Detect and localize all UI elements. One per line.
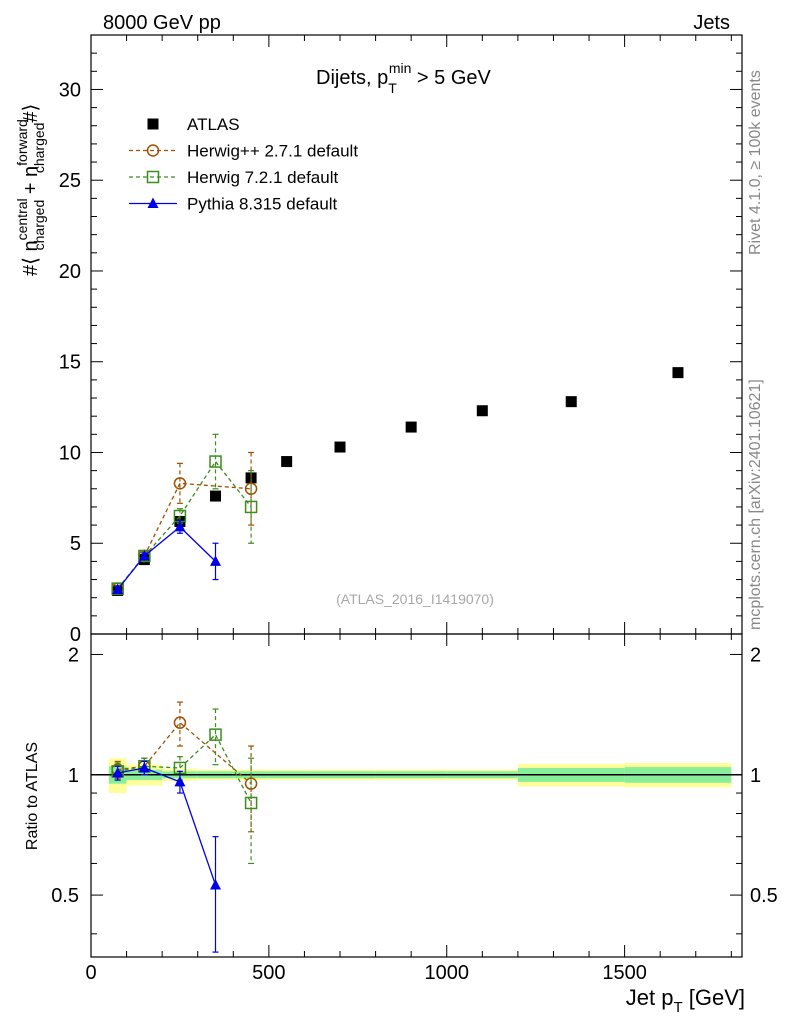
x-axis-label-sub: T — [673, 999, 682, 1016]
main-series-group — [111, 367, 684, 596]
ratio-point — [138, 761, 150, 773]
ratio-uncertainty-bands — [108, 758, 732, 794]
legend-marker — [146, 170, 160, 184]
main-point — [111, 582, 124, 595]
main-point — [174, 520, 186, 532]
legend-entry-3: Pythia 8.315 default — [129, 195, 338, 214]
ratio-series-line — [117, 767, 217, 886]
header-left: 8000 GeV pp — [103, 12, 221, 34]
x-tick-label: 500 — [252, 962, 285, 984]
plot-title-rest: > 5 GeV — [411, 67, 491, 89]
ratio-frame — [90, 633, 743, 958]
x-tick-label: 1500 — [602, 962, 647, 984]
main-point — [281, 456, 293, 468]
legend-label: Pythia 8.315 default — [187, 195, 338, 214]
ratio-point — [173, 716, 187, 729]
ratio-y-tick-label-left: 0.5 — [51, 885, 79, 907]
ylabel-part-4: forward — [14, 119, 30, 166]
plot-title-sup: min — [389, 60, 412, 76]
main-y-tick-label: 5 — [70, 533, 81, 555]
ylabel-part-6: #⟩ — [20, 104, 42, 123]
x-axis-label: Jet pT [GeV] — [626, 985, 745, 1016]
ratio-clip-group — [111, 701, 258, 953]
x-tick-label: 1000 — [424, 962, 469, 984]
ratio-y-tick-label-left: 1 — [68, 765, 79, 787]
legend-label: Herwig++ 2.7.1 default — [187, 142, 358, 161]
ratio-point — [112, 767, 124, 778]
legend-marker — [146, 144, 160, 157]
ylabel-part-2: charged — [31, 200, 47, 251]
main-y-tick-label: 25 — [59, 170, 81, 192]
analysis-watermark: (ATLAS_2016_I1419070) — [336, 591, 494, 607]
ratio-point — [244, 796, 258, 810]
legend-marker — [147, 197, 159, 208]
ratio-y-tick-label-right: 1 — [750, 765, 761, 787]
main-y-axis-label: #⟨ ncentralcharged + nforwardcharged#⟩ — [14, 104, 47, 276]
main-point — [244, 500, 258, 514]
plot-title: Dijets, pTmin > 5 GeV — [316, 60, 492, 96]
ratio-series-group — [111, 701, 258, 953]
legend-label: Herwig 7.2.1 default — [187, 168, 338, 187]
plot-title-text: Dijets, p — [316, 67, 388, 89]
main-point — [112, 583, 124, 595]
main-point — [672, 367, 684, 379]
rivet-side-label: Rivet 4.1.0, ≥ 100k events — [747, 70, 764, 255]
main-point — [209, 455, 222, 468]
main-series-0 — [112, 367, 684, 596]
main-point — [405, 421, 417, 433]
main-point — [476, 405, 488, 417]
main-series-line — [117, 482, 252, 590]
legend-marker — [147, 118, 159, 130]
legend-entry-2: Herwig 7.2.1 default — [129, 168, 338, 187]
main-y-tick-label: 0 — [70, 624, 81, 646]
x-axis-label-text: Jet p — [626, 985, 674, 1010]
main-y-tick-label: 10 — [59, 442, 81, 464]
x-axis-label-rest: [GeV] — [683, 985, 745, 1010]
x-tick-label: 0 — [85, 962, 96, 984]
main-y-tick-label: 15 — [59, 352, 81, 374]
header-right: Jets — [693, 12, 730, 34]
main-series-3 — [112, 519, 222, 595]
ratio-y-tick-label-left: 2 — [68, 644, 79, 666]
ratio-y-tick-label-right: 0.5 — [750, 885, 778, 907]
ratio-y-axis-label: Ratio to ATLAS — [24, 742, 41, 850]
main-point — [138, 549, 150, 561]
ylabel-part-3: + n — [20, 166, 42, 200]
main-series-line — [117, 526, 216, 590]
plot-title-sub: T — [388, 80, 397, 96]
legend-entry-0: ATLAS — [147, 115, 240, 134]
main-point — [173, 477, 187, 490]
main-y-tick-label: 30 — [59, 79, 81, 101]
plot-frames — [90, 34, 743, 958]
ylabel-part-0: #⟨ n — [20, 240, 42, 276]
ratio-point — [174, 775, 186, 787]
main-point — [565, 396, 577, 408]
main-point — [210, 555, 222, 566]
ylabel-part-1: central — [14, 198, 30, 240]
legend-label: ATLAS — [187, 115, 240, 134]
ratio-series-2 — [112, 760, 222, 953]
ylabel-part-5: charged — [31, 123, 47, 174]
ratio-point — [210, 878, 222, 890]
main-point — [210, 490, 222, 502]
legend-entry-1: Herwig++ 2.7.1 default — [129, 142, 358, 161]
ratio-point — [209, 728, 222, 741]
ratio-y-tick-label-right: 2 — [750, 644, 761, 666]
main-point — [334, 441, 346, 453]
main-y-tick-label: 20 — [59, 261, 81, 283]
mcplots-side-label: mcplots.cern.ch [arXiv:2401.10621] — [747, 379, 764, 630]
legend: ATLAS Herwig++ 2.7.1 default Herwig 7.2.1 … — [129, 115, 358, 214]
